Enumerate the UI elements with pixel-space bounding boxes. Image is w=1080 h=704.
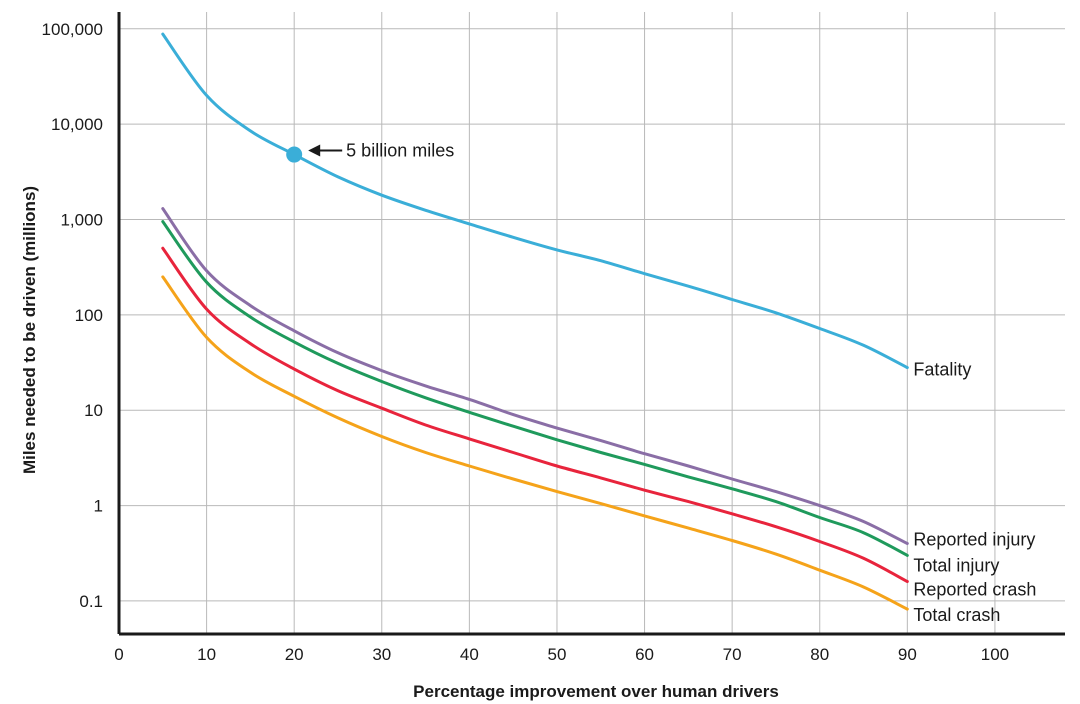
annotation-marker (286, 146, 303, 163)
y-tick-label: 10,000 (51, 115, 103, 134)
series-line-reported-crash (161, 246, 909, 583)
y-tick-label: 100 (75, 306, 103, 325)
annotation-arrow-head (308, 144, 321, 157)
y-tick-label: 1,000 (60, 211, 103, 230)
y-axis-title: Miles needed to be driven (millions) (20, 186, 39, 474)
y-tick-labels: 0.1 1 10 100 1,000 10,000 100,000 (42, 20, 103, 611)
series-labels: Fatality Reported injury Total injury Repor… (913, 360, 1036, 626)
x-tick-label: 0 (114, 645, 123, 664)
x-tick-label: 90 (898, 645, 917, 664)
series-label-reported-crash: Reported crash (913, 579, 1036, 599)
x-tick-label: 60 (635, 645, 654, 664)
series-label-fatality: Fatality (913, 360, 971, 380)
x-tick-labels: 0 10 20 30 40 50 60 70 80 90 100 (114, 645, 1009, 664)
y-tick-label: 10 (84, 401, 103, 420)
series-lines (161, 32, 909, 611)
axes (117, 12, 1065, 636)
series-line-fatality (161, 32, 909, 370)
x-tick-label: 10 (197, 645, 216, 664)
x-tick-label: 80 (810, 645, 829, 664)
x-tick-label: 30 (372, 645, 391, 664)
x-tick-label: 50 (548, 645, 567, 664)
x-axis-title: Percentage improvement over human driver… (413, 682, 779, 701)
annotations: 5 billion miles (286, 141, 454, 163)
series-label-total-injury: Total injury (913, 555, 999, 575)
series-label-reported-injury: Reported injury (913, 530, 1035, 550)
series-line-total-crash (161, 275, 909, 611)
annotation-text: 5 billion miles (346, 141, 454, 161)
x-tick-label: 100 (981, 645, 1009, 664)
series-line-total-injury (161, 220, 909, 557)
x-tick-label: 70 (723, 645, 742, 664)
series-line-reported-injury (161, 207, 909, 545)
series-label-total-crash: Total crash (913, 605, 1000, 625)
x-tick-label: 20 (285, 645, 304, 664)
y-tick-label: 0.1 (79, 592, 103, 611)
y-tick-label: 100,000 (42, 20, 103, 39)
grid (119, 12, 1065, 634)
y-tick-label: 1 (94, 497, 103, 516)
x-tick-label: 40 (460, 645, 479, 664)
